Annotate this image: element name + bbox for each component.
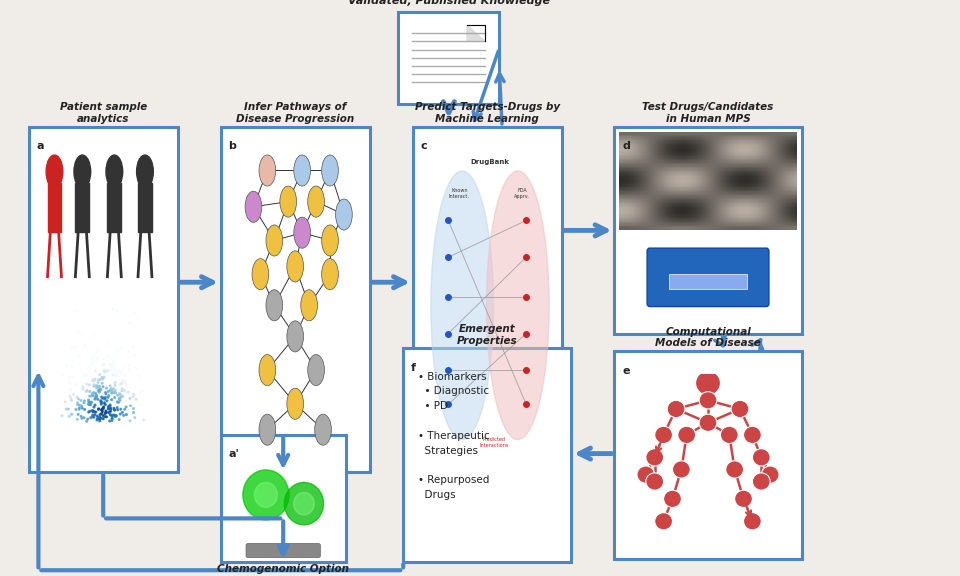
FancyBboxPatch shape xyxy=(614,127,802,334)
FancyBboxPatch shape xyxy=(398,12,499,104)
Text: a: a xyxy=(36,141,44,151)
FancyBboxPatch shape xyxy=(221,435,346,562)
FancyBboxPatch shape xyxy=(403,348,571,562)
FancyBboxPatch shape xyxy=(221,127,370,472)
Text: d: d xyxy=(622,141,630,151)
Text: Validated, Published Knowledge: Validated, Published Knowledge xyxy=(348,0,550,6)
Text: Predict Targets-Drugs by
Machine Learning: Predict Targets-Drugs by Machine Learnin… xyxy=(415,103,560,124)
Text: Computational
Models of Disease: Computational Models of Disease xyxy=(655,327,761,348)
Text: f: f xyxy=(411,363,416,373)
Text: b: b xyxy=(228,141,236,151)
FancyBboxPatch shape xyxy=(413,127,562,472)
Text: Chemogenomic Option: Chemogenomic Option xyxy=(217,564,349,574)
FancyBboxPatch shape xyxy=(29,127,178,472)
FancyBboxPatch shape xyxy=(614,351,802,559)
Text: Test Drugs/Candidates
in Human MPS: Test Drugs/Candidates in Human MPS xyxy=(642,103,774,124)
Text: a': a' xyxy=(228,449,239,459)
Text: Emergent
Properties: Emergent Properties xyxy=(457,324,517,346)
Text: c: c xyxy=(420,141,427,151)
Text: • Biomarkers
  • Diagnostic
  • PD

• Therapeutic
  Strategies

• Repurposed
  D: • Biomarkers • Diagnostic • PD • Therape… xyxy=(418,372,490,500)
Text: Infer Pathways of
Disease Progression: Infer Pathways of Disease Progression xyxy=(236,103,354,124)
Text: Patient sample
analytics: Patient sample analytics xyxy=(60,103,147,124)
Text: e: e xyxy=(622,366,630,376)
